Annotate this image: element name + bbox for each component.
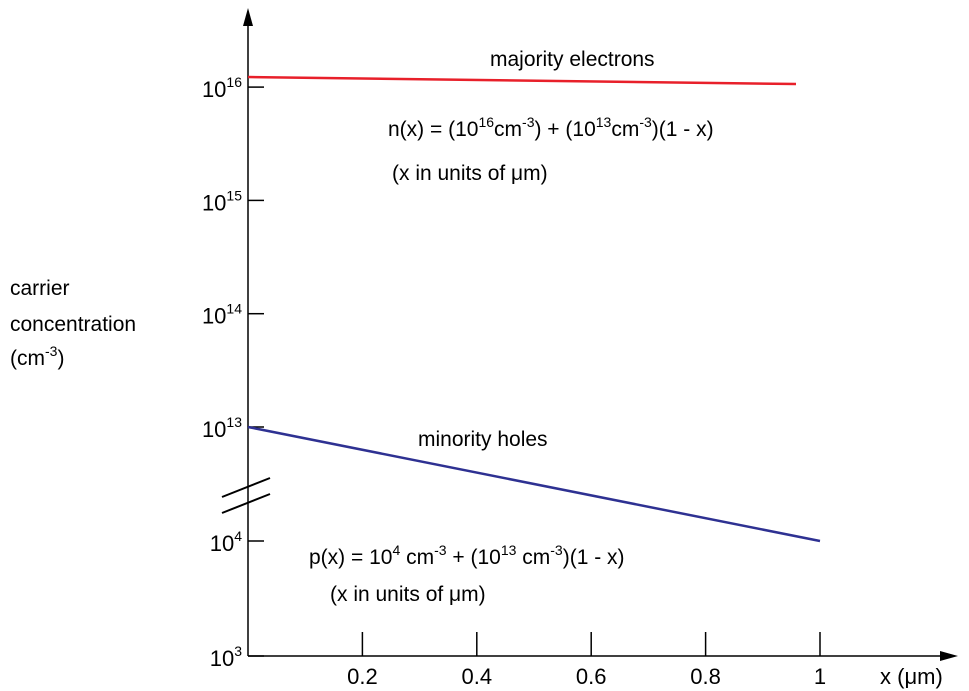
ylabel-line-3: (cm-3) [10,343,64,370]
minority-formula: p(x) = 104 cm-3 + (1013 cm-3)(1 - x) [309,542,625,569]
series-label-minority: minority holes [418,428,548,451]
majority-units-note: (x in units of μm) [392,162,548,185]
y-tick-label: 1013 [202,414,242,442]
x-tick-label: 0.2 [347,664,378,689]
x-tick-label: 0.6 [576,664,607,689]
x-tick-label: 0.4 [462,664,493,689]
y-tick-label: 1016 [202,74,242,102]
series-line-majority-electrons [247,75,797,86]
axis-break-mark [221,477,271,498]
minority-units-note: (x in units of μm) [330,583,486,606]
y-tick-label: 103 [210,643,242,671]
series-line-minority-holes [247,425,821,543]
ylabel-line-2: concentration [10,313,136,336]
x-ticks: 0.2 0.4 0.6 0.8 1 [347,632,826,689]
y-ticks: 103 104 1013 1014 1015 1016 [202,74,264,671]
majority-formula: n(x) = (1016cm-3) + (1013cm-3)(1 - x) [388,114,714,141]
series-label-majority: majority electrons [490,48,655,71]
x-tick-label: 0.8 [690,664,721,689]
xlabel: x (μm) [880,664,943,689]
axis-break-mark [221,493,271,514]
x-axis-arrow [940,651,958,661]
y-tick-label: 1014 [202,301,242,329]
ylabel-line-1: carrier [10,277,70,300]
x-tick-label: 1 [814,664,826,689]
y-tick-label: 104 [210,528,242,556]
y-tick-label: 1015 [202,187,242,215]
y-axis-arrow [243,8,253,26]
series [247,75,821,543]
